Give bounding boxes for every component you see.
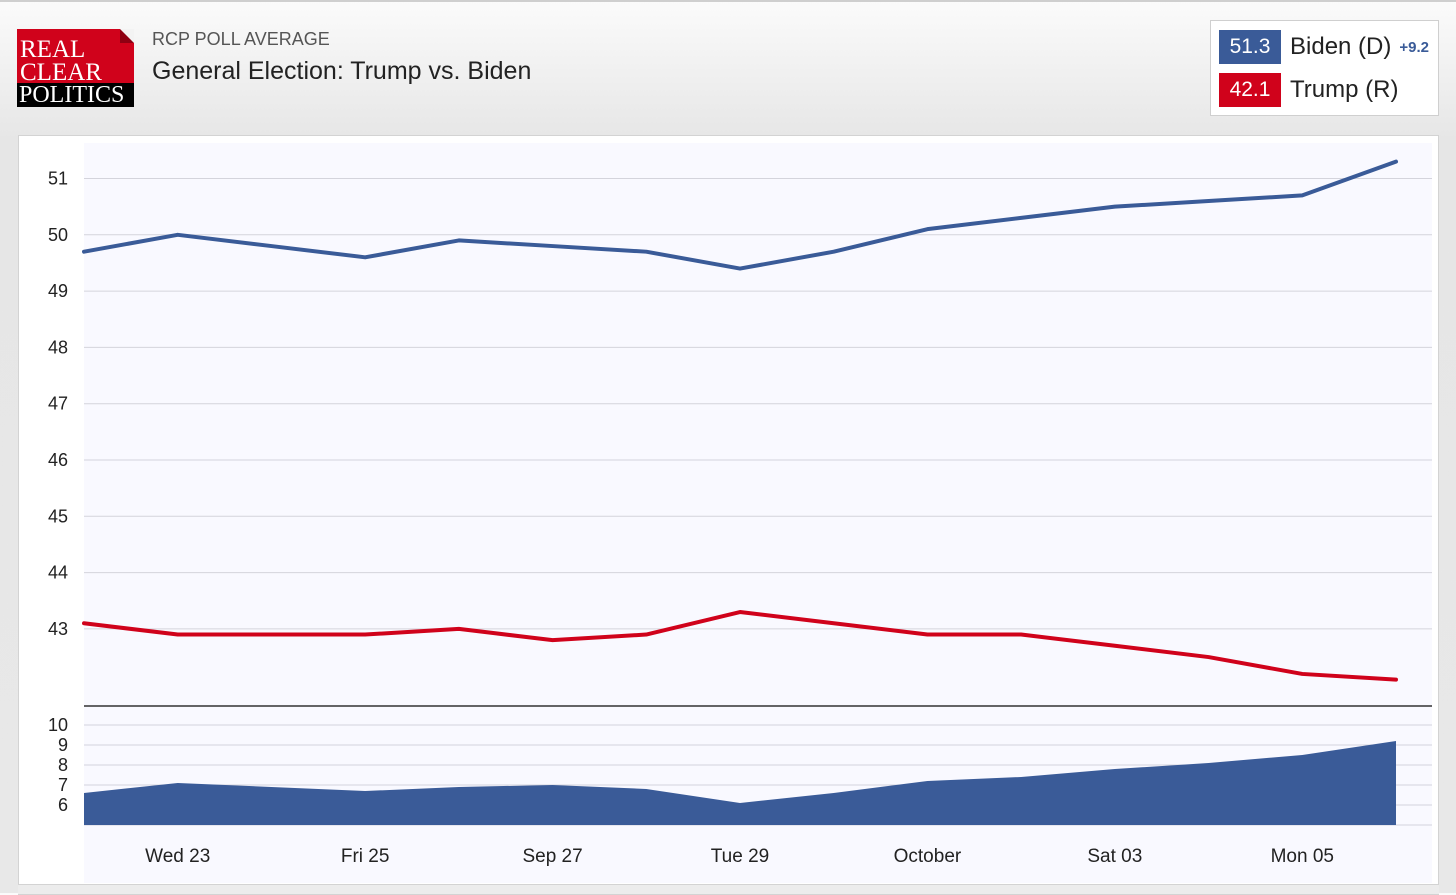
chart-subtitle: RCP POLL AVERAGE [152, 29, 330, 49]
x-tick-label: Tue 29 [711, 846, 769, 867]
y-tick-label: 50 [48, 225, 68, 245]
legend-item-biden: 51.3 Biden (D) +9.2 [1219, 30, 1429, 64]
y-tick-label: 46 [48, 450, 68, 470]
x-tick-label: Mon 05 [1271, 846, 1334, 867]
legend-value-trump: 42.1 [1219, 73, 1281, 107]
y-tick-label: 45 [48, 506, 68, 526]
y-tick-label: 49 [48, 281, 68, 301]
logo-line-1: REAL [20, 36, 86, 63]
x-tick-label: Wed 23 [145, 846, 210, 867]
y-tick-label: 43 [48, 619, 68, 639]
legend-label-trump: Trump (R) [1290, 76, 1399, 103]
legend-label-biden: Biden (D) [1290, 33, 1392, 60]
spread-y-tick-label: 6 [58, 795, 68, 815]
logo-line-2: CLEAR [20, 59, 102, 86]
legend-spread: +9.2 [1399, 38, 1429, 56]
chart-title: General Election: Trump vs. Biden [152, 57, 532, 85]
top-border [0, 0, 1456, 2]
spread-y-tick-label: 9 [58, 735, 68, 755]
legend-item-trump: 42.1 Trump (R) [1219, 73, 1398, 107]
legend-value-biden: 51.3 [1219, 30, 1281, 64]
x-tick-label: Sat 03 [1087, 846, 1142, 867]
spread-y-tick-label: 10 [48, 715, 68, 735]
spread-area [84, 741, 1396, 825]
x-tick-label: Fri 25 [341, 846, 390, 867]
spread-y-tick-label: 7 [58, 775, 68, 795]
y-tick-label: 51 [48, 169, 68, 189]
rcp-logo[interactable]: REAL CLEAR POLITICS [17, 29, 134, 107]
logo-fold [120, 29, 134, 43]
spread-y-tick-label: 8 [58, 755, 68, 775]
logo-line-3: POLITICS [17, 83, 134, 107]
y-tick-label: 48 [48, 337, 68, 357]
y-tick-label: 47 [48, 394, 68, 414]
series-line-biden [82, 159, 1398, 271]
x-tick-label: October [894, 846, 962, 867]
bottom-bar [18, 884, 1439, 894]
x-tick-label: Sep 27 [522, 846, 582, 867]
y-tick-label: 44 [48, 563, 68, 583]
series-line-trump [82, 610, 1398, 682]
legend: 51.3 Biden (D) +9.2 42.1 Trump (R) [1210, 20, 1439, 116]
